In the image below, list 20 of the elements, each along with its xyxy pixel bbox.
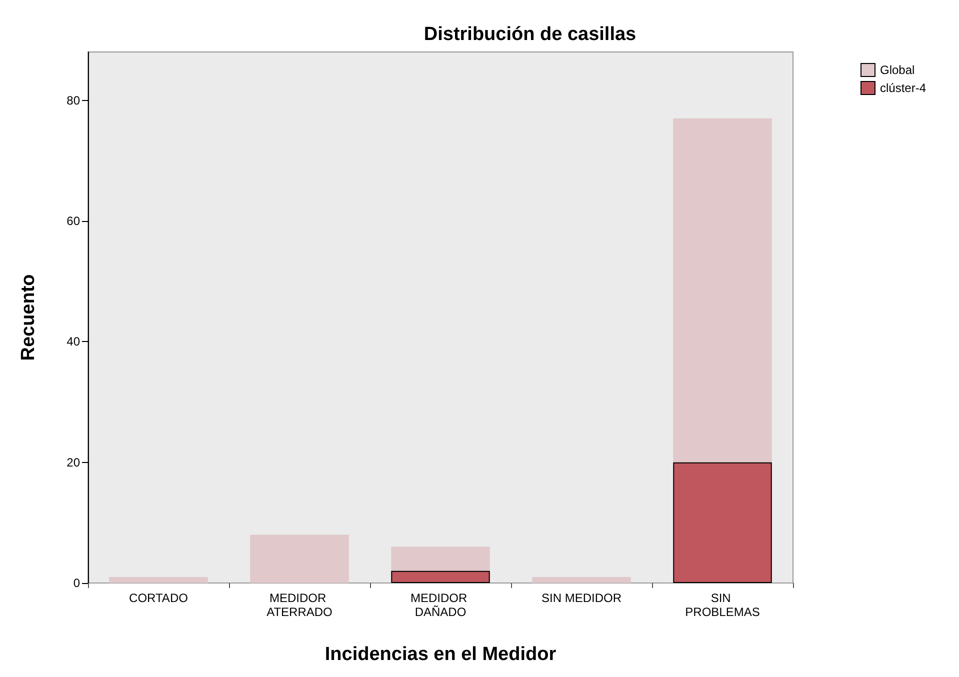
y-axis-title: Recuento [18,274,39,361]
legend-label: clúster-4 [880,81,926,95]
bar [673,462,772,583]
bar [391,570,490,583]
bar [532,576,631,583]
x-tick-label: CORTADO [129,591,188,605]
chart-title: Distribución de casillas [424,24,636,45]
y-tick-label: 60 [66,214,80,228]
y-tick-label: 20 [66,455,80,470]
x-tick-label: SIN MEDIDOR [541,591,622,605]
bar [109,576,208,583]
x-tick-label: SIN PROBLEMAS [685,591,760,619]
x-tick-label: MEDIDOR DAÑADO [410,591,470,619]
x-tick-label: MEDIDOR ATERRADO [266,591,332,619]
y-tick-label: 80 [66,93,80,108]
x-axis-title: Incidencias en el Medidor [324,644,557,665]
y-tick-label: 40 [66,334,80,349]
bar [250,534,349,583]
legend-label: Global [880,63,915,77]
y-tick-label: 0 [73,576,80,590]
